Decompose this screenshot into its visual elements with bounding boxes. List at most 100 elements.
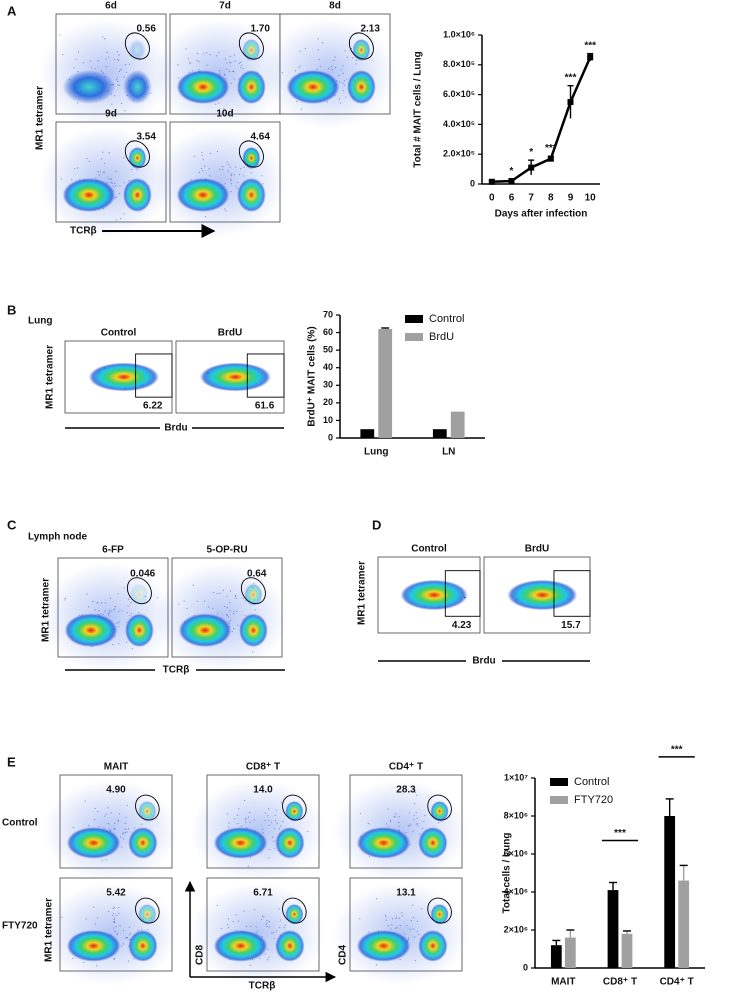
event-dot bbox=[226, 595, 228, 597]
event-dot bbox=[233, 611, 235, 613]
bar bbox=[607, 890, 619, 968]
gate bbox=[282, 794, 307, 821]
event-dot bbox=[104, 610, 107, 612]
event-dot bbox=[202, 169, 204, 172]
event-dot bbox=[108, 609, 111, 611]
event-dot bbox=[230, 179, 232, 182]
event-dot bbox=[317, 49, 319, 51]
event-dot bbox=[412, 928, 414, 930]
event-dot bbox=[105, 58, 107, 60]
event-dot bbox=[343, 80, 346, 82]
event-dot bbox=[104, 602, 107, 604]
gate-value: 5.42 bbox=[106, 888, 126, 899]
event-dot bbox=[117, 84, 119, 86]
density-blob bbox=[138, 904, 157, 925]
event-dot bbox=[346, 78, 348, 80]
event-dot bbox=[401, 915, 403, 917]
gate bbox=[135, 794, 160, 821]
event-dot bbox=[255, 926, 257, 928]
event-dot bbox=[339, 81, 341, 83]
event-dot bbox=[116, 80, 119, 83]
event-dot bbox=[249, 811, 251, 814]
density-blob bbox=[430, 801, 449, 822]
event-dot bbox=[121, 846, 123, 848]
event-dot bbox=[83, 961, 85, 964]
event-dot bbox=[128, 63, 131, 65]
y-tick-label: 2×10⁶ bbox=[504, 924, 528, 934]
event-dot bbox=[201, 154, 203, 157]
event-dot bbox=[321, 42, 324, 44]
event-dot bbox=[410, 920, 412, 922]
event-dot bbox=[216, 592, 218, 595]
event-dot bbox=[98, 174, 100, 176]
density-blob bbox=[128, 39, 147, 61]
x-tick-label: LN bbox=[442, 447, 455, 458]
event-dot bbox=[96, 602, 98, 604]
event-dot bbox=[85, 918, 87, 920]
event-dot bbox=[120, 945, 123, 947]
event-dot bbox=[115, 914, 117, 917]
event-dot bbox=[262, 832, 264, 834]
event-dot bbox=[123, 838, 125, 840]
event-dot bbox=[198, 171, 200, 173]
event-dot bbox=[62, 53, 64, 56]
event-dot bbox=[253, 909, 256, 911]
event-dot bbox=[345, 96, 347, 98]
event-dot bbox=[122, 833, 124, 835]
event-dot bbox=[301, 108, 303, 110]
event-dot bbox=[392, 918, 394, 920]
event-dot bbox=[186, 607, 188, 610]
event-dot bbox=[94, 923, 97, 925]
event-dot bbox=[206, 52, 208, 54]
event-dot bbox=[71, 179, 73, 181]
event-dot bbox=[72, 827, 75, 829]
event-dot bbox=[352, 57, 354, 59]
event-dot bbox=[100, 613, 102, 615]
x-axis-label: Brdu bbox=[472, 656, 495, 667]
x-tick-label: 8 bbox=[548, 193, 554, 204]
event-dot bbox=[424, 814, 426, 817]
panel-label: C bbox=[7, 517, 17, 532]
event-dot bbox=[389, 821, 392, 823]
event-dot bbox=[113, 58, 116, 60]
event-dot bbox=[239, 168, 242, 170]
event-dot bbox=[102, 151, 104, 153]
gate-value: 2.13 bbox=[360, 24, 380, 35]
x-tick-label: CD8⁺ T bbox=[603, 977, 637, 988]
significance: *** bbox=[671, 745, 683, 756]
flow-plot: 0.56 6d bbox=[39, 1, 172, 129]
y-tick-label: 4.0×10⁵ bbox=[443, 119, 475, 129]
gate-value: 13.1 bbox=[396, 888, 416, 899]
event-dot bbox=[296, 100, 298, 103]
y-tick-label: 70 bbox=[323, 309, 333, 319]
density-blob bbox=[352, 39, 371, 61]
event-dot bbox=[229, 601, 231, 604]
event-dot bbox=[416, 794, 418, 796]
event-dot bbox=[120, 69, 122, 71]
event-dot bbox=[279, 919, 282, 921]
event-dot bbox=[250, 925, 252, 927]
event-dot bbox=[268, 926, 271, 928]
event-dot bbox=[84, 800, 86, 802]
significance: *** bbox=[614, 828, 626, 839]
event-dot bbox=[227, 918, 230, 920]
y-tick-label: 30 bbox=[323, 380, 333, 390]
event-dot bbox=[278, 908, 280, 910]
event-dot bbox=[399, 924, 401, 927]
event-dot bbox=[261, 918, 263, 920]
event-dot bbox=[204, 216, 207, 218]
event-dot bbox=[333, 59, 335, 62]
event-dot bbox=[126, 937, 128, 939]
event-dot bbox=[114, 605, 116, 608]
event-dot bbox=[112, 644, 114, 646]
gate bbox=[238, 32, 264, 60]
event-dot bbox=[396, 927, 398, 929]
event-dot bbox=[385, 823, 387, 825]
event-dot bbox=[241, 825, 243, 827]
x-axis-label: TCRβ bbox=[70, 226, 97, 237]
event-dot bbox=[102, 36, 104, 38]
event-dot bbox=[94, 818, 96, 821]
plot-title: 8d bbox=[329, 1, 341, 12]
event-dot bbox=[123, 181, 125, 183]
